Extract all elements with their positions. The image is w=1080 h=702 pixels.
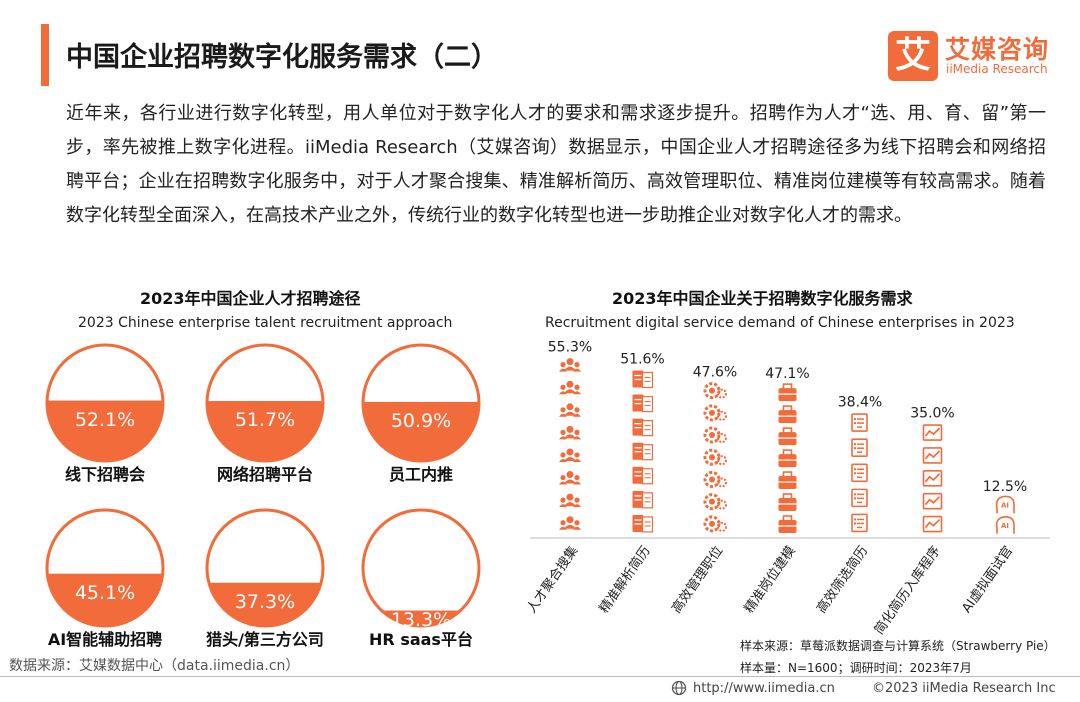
bar-value-label: 51.6% bbox=[620, 351, 664, 367]
svg-text:AI: AI bbox=[1001, 522, 1009, 530]
bar-mark: AI AI bbox=[995, 495, 1015, 534]
circle-category-label: 猎头/第三方公司 bbox=[206, 630, 324, 649]
bar-value-label: 35.0% bbox=[910, 406, 954, 422]
circle-value-label: 37.3% bbox=[234, 590, 296, 613]
bar-value-label: 38.4% bbox=[838, 395, 882, 411]
title-accent-bar bbox=[41, 24, 49, 86]
footer-divider bbox=[0, 676, 1080, 677]
bar-category-label: 高效筛选简历 bbox=[813, 543, 871, 616]
circle-ring bbox=[45, 508, 165, 628]
bar-chart: 55.3% 人才聚合搜集 51.6% 精准解析简历 47.6% 高效管理职位 47.1% 精准… bbox=[523, 340, 1050, 637]
bar-value-label: 12.5% bbox=[983, 479, 1027, 495]
bar-value-label: 55.3% bbox=[548, 340, 592, 355]
data-source: 数据来源：艾媒数据中心（data.iimedia.cn） bbox=[9, 658, 300, 674]
bar-mark bbox=[778, 383, 797, 534]
circle-chart-title: 2023年中国企业人才招聘途径 bbox=[140, 289, 361, 308]
circle-chart-subtitle: 2023 Chinese enterprise talent recruitme… bbox=[78, 315, 453, 331]
circle-item: 37.3% bbox=[205, 508, 325, 628]
svg-text:AI: AI bbox=[1001, 501, 1009, 509]
bar-category-label: 高效管理职位 bbox=[668, 543, 726, 616]
bar-category-label: 简化简历入库程序 bbox=[871, 543, 944, 637]
globe-icon bbox=[671, 680, 687, 696]
bar-chart-subtitle: Recruitment digital service demand of Ch… bbox=[545, 315, 1015, 331]
bar-category-label: 精准岗位建模 bbox=[742, 544, 799, 617]
bar-category-label: 精准解析简历 bbox=[596, 543, 654, 616]
circle-item: 50.9% bbox=[361, 343, 481, 463]
sample-source-note: 样本来源：草莓派数据调查与计算系统（Strawberry Pie） bbox=[740, 639, 1056, 653]
bar-mark bbox=[703, 382, 727, 533]
circle-item: 52.1% bbox=[45, 343, 165, 463]
brand-logo: 艾 艾媒咨询 iiMedia Research bbox=[888, 31, 1060, 81]
logo-name-cn: 艾媒咨询 bbox=[945, 35, 1050, 64]
logo-mark-icon: 艾 bbox=[888, 31, 938, 81]
bar-mark bbox=[559, 358, 581, 530]
circle-value-label: 45.1% bbox=[74, 581, 136, 604]
circle-item: 51.7% bbox=[205, 343, 325, 463]
circle-category-label: 员工内推 bbox=[388, 465, 453, 484]
intro-paragraph: 近年来，各行业进行数字化转型，用人单位对于数字化人才的要求和需求逐步提升。招聘作… bbox=[66, 103, 1046, 226]
circle-ring bbox=[205, 343, 325, 463]
circle-value-label: 13.3% bbox=[390, 608, 452, 631]
page-title: 中国企业招聘数字化服务需求（二） bbox=[66, 42, 498, 73]
circle-category-label: 线下招聘会 bbox=[64, 465, 145, 484]
bar-value-label: 47.1% bbox=[765, 366, 809, 382]
logo-name-en: iiMedia Research bbox=[946, 62, 1048, 76]
circle-ring bbox=[45, 343, 165, 463]
circle-value-label: 50.9% bbox=[390, 409, 452, 432]
circle-ring bbox=[361, 508, 481, 628]
bar-category-label: AI虚拟面试官 bbox=[959, 543, 1017, 616]
bar-mark bbox=[922, 424, 943, 533]
circle-item: 45.1% bbox=[45, 508, 165, 628]
footer-copyright: ©2023 iiMedia Research Inc bbox=[872, 681, 1056, 696]
circle-ring bbox=[361, 343, 481, 463]
footer-url[interactable]: http://www.iimedia.cn bbox=[693, 681, 835, 696]
bar-mark bbox=[632, 370, 654, 533]
circle-category-label: HR saas平台 bbox=[369, 630, 473, 649]
bar-mark bbox=[851, 413, 868, 533]
circle-ring bbox=[205, 508, 325, 628]
circle-category-label: AI智能辅助招聘 bbox=[47, 630, 163, 649]
circle-value-label: 52.1% bbox=[74, 408, 136, 431]
circle-item: 13.3% bbox=[361, 508, 481, 631]
bar-chart-title: 2023年中国企业关于招聘数字化服务需求 bbox=[612, 289, 913, 308]
sample-size-note: 样本量：N=1600；调研时间：2023年7月 bbox=[740, 661, 972, 675]
circle-value-label: 51.7% bbox=[234, 409, 296, 432]
bar-value-label: 47.6% bbox=[693, 365, 737, 381]
circle-category-label: 网络招聘平台 bbox=[216, 465, 313, 484]
bar-category-label: 人才聚合搜集 bbox=[523, 543, 581, 616]
